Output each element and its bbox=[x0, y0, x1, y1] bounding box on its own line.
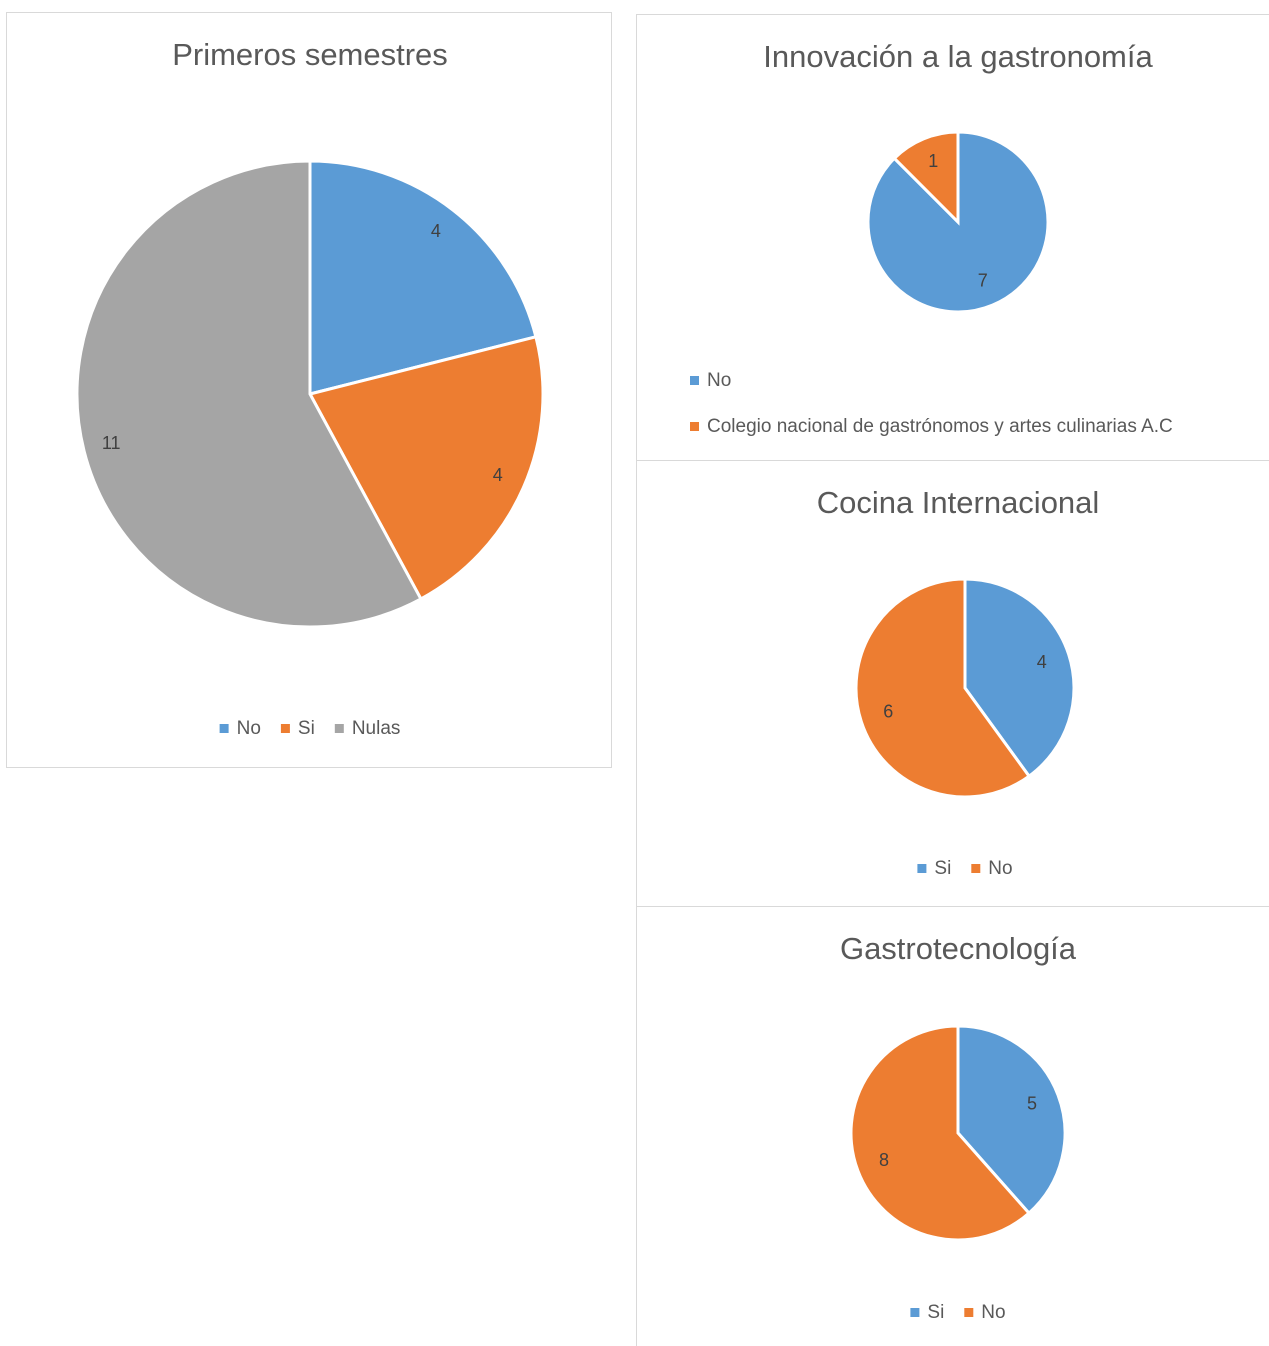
pie-slice bbox=[854, 577, 1032, 799]
legend-swatch bbox=[219, 724, 229, 733]
legend-swatch bbox=[971, 864, 981, 873]
data-label: 11 bbox=[102, 433, 121, 453]
legend-label: No bbox=[707, 370, 731, 391]
chart-title: Primeros semestres bbox=[172, 37, 448, 72]
legend-label: Si bbox=[934, 858, 951, 879]
pie-slice bbox=[75, 159, 423, 629]
pie-slice bbox=[308, 159, 538, 396]
data-label: 1 bbox=[928, 151, 938, 171]
legend-label: Colegio nacional de gastrónomos y artes … bbox=[707, 416, 1173, 437]
pie-slice bbox=[849, 1024, 1032, 1242]
chart-title: Cocina Internacional bbox=[817, 485, 1100, 520]
data-label: 4 bbox=[493, 465, 503, 485]
legend-label: Nulas bbox=[352, 718, 401, 739]
chart-title: Innovación a la gastronomía bbox=[763, 39, 1153, 74]
legend-swatch bbox=[690, 422, 699, 431]
legend-label: No bbox=[988, 858, 1012, 879]
legend-swatch bbox=[334, 724, 344, 733]
data-label: 4 bbox=[431, 221, 441, 241]
pie-slice bbox=[963, 577, 1076, 779]
data-label: 8 bbox=[879, 1150, 889, 1170]
legend-swatch bbox=[910, 1308, 920, 1317]
legend-swatch bbox=[917, 864, 927, 873]
legend-label: Si bbox=[927, 1302, 944, 1323]
legend-label: Si bbox=[298, 718, 315, 739]
pie-slice bbox=[892, 130, 960, 226]
data-label: 5 bbox=[1027, 1094, 1037, 1114]
data-label: 7 bbox=[978, 271, 988, 291]
chart-title: Gastrotecnología bbox=[840, 931, 1077, 966]
pie-slice bbox=[956, 1024, 1067, 1216]
legend-swatch bbox=[690, 376, 699, 385]
data-label: 4 bbox=[1037, 652, 1047, 672]
legend-swatch bbox=[964, 1308, 974, 1317]
data-label: 6 bbox=[883, 702, 893, 722]
legend-swatch bbox=[280, 724, 290, 733]
legend-label: No bbox=[981, 1302, 1005, 1323]
legend-label: No bbox=[237, 718, 261, 739]
pie-slice bbox=[307, 334, 545, 601]
